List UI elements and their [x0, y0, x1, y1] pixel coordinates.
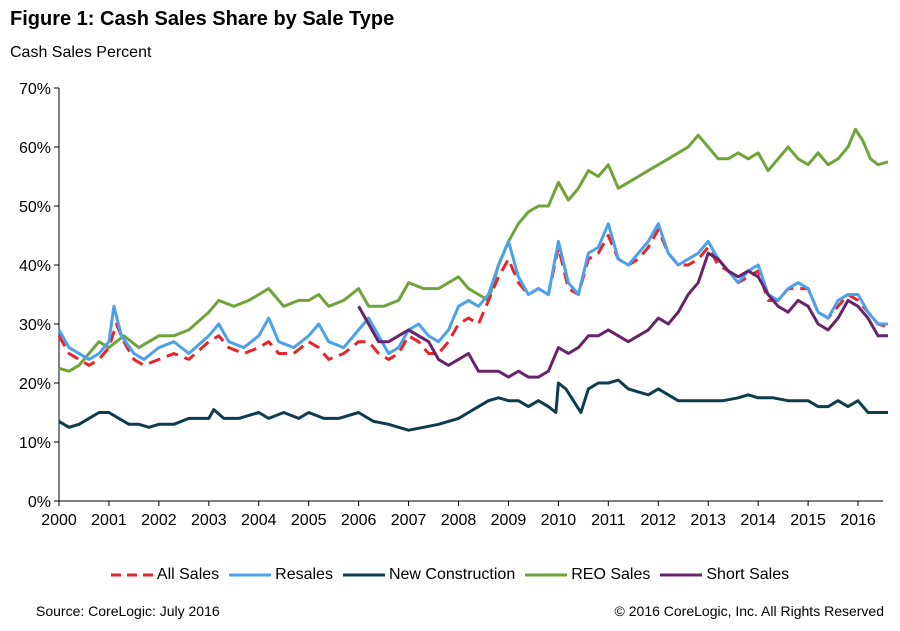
y-tick-label: 40%: [19, 258, 51, 275]
y-tick-label: 30%: [19, 317, 51, 334]
x-tick-label: 2003: [191, 512, 227, 529]
legend-swatch: [229, 573, 272, 577]
chart-axes: 0% 10% 20% 30% 40% 50% 60% 70% 2000 2001 2002 2003 2…: [19, 81, 883, 529]
x-tick-label: 2002: [141, 512, 177, 529]
y-tick-label: 20%: [19, 376, 51, 393]
x-tick-label: 2006: [341, 512, 377, 529]
legend-label: REO Sales: [571, 566, 651, 583]
x-tick-label: 2009: [491, 512, 527, 529]
y-tick-label: 0%: [28, 494, 51, 511]
y-tick-label: 50%: [19, 199, 51, 216]
series-line-new-construction: [58, 378, 888, 432]
y-tick-label: 70%: [19, 81, 51, 98]
x-tick-label: 2008: [441, 512, 477, 529]
x-tick-label: 2011: [591, 512, 626, 529]
legend-swatch: [342, 573, 385, 577]
series-line-short-sales: [357, 251, 888, 379]
legend-item-short-sales: Short Sales: [660, 566, 789, 584]
x-tick-label: 2016: [840, 512, 876, 529]
legend-label: All Sales: [156, 566, 220, 583]
x-tick-label: 2012: [640, 512, 676, 529]
series-line-all-sales: [57, 228, 889, 367]
legend-label: New Construction: [388, 566, 516, 583]
y-tick-label: 60%: [19, 140, 51, 157]
x-tick-label: 2004: [241, 512, 277, 529]
series-line-resales: [57, 222, 888, 361]
x-tick-label: 2007: [391, 512, 427, 529]
y-tick-label: 10%: [19, 435, 51, 452]
x-tick-label: 2014: [740, 512, 776, 529]
x-tick-label: 2010: [541, 512, 577, 529]
legend-swatch: [110, 573, 153, 577]
source-note: Source: CoreLogic: July 2016: [36, 603, 220, 619]
legend-label: Resales: [275, 566, 333, 583]
series-line-reo-sales: [58, 127, 889, 373]
legend-item-new-construction: New Construction: [342, 566, 516, 584]
legend-label: Short Sales: [706, 566, 790, 583]
legend-item-all-sales: All Sales: [110, 566, 220, 584]
legend-swatch: [660, 573, 703, 577]
x-tick-label: 2005: [291, 512, 327, 529]
x-tick-label: 2013: [690, 512, 726, 529]
legend-item-resales: Resales: [229, 566, 333, 584]
copyright-note: © 2016 CoreLogic, Inc. All Rights Reserv…: [614, 603, 884, 619]
x-tick-label: 2015: [790, 512, 826, 529]
legend-item-reo-sales: REO Sales: [525, 566, 650, 584]
chart-series-group: [57, 127, 889, 432]
chart-title: Figure 1: Cash Sales Share by Sale Type: [10, 8, 395, 30]
chart-subtitle: Cash Sales Percent: [10, 44, 152, 61]
line-chart: 0% 10% 20% 30% 40% 50% 60% 70% 2000 2001 2002 2003 2…: [19, 81, 889, 529]
chart-legend: All Sales Resales New Construction REO Sale…: [0, 566, 900, 584]
legend-swatch: [525, 573, 568, 577]
x-tick-label: 2001: [91, 512, 127, 529]
x-tick-label: 2000: [41, 512, 77, 529]
